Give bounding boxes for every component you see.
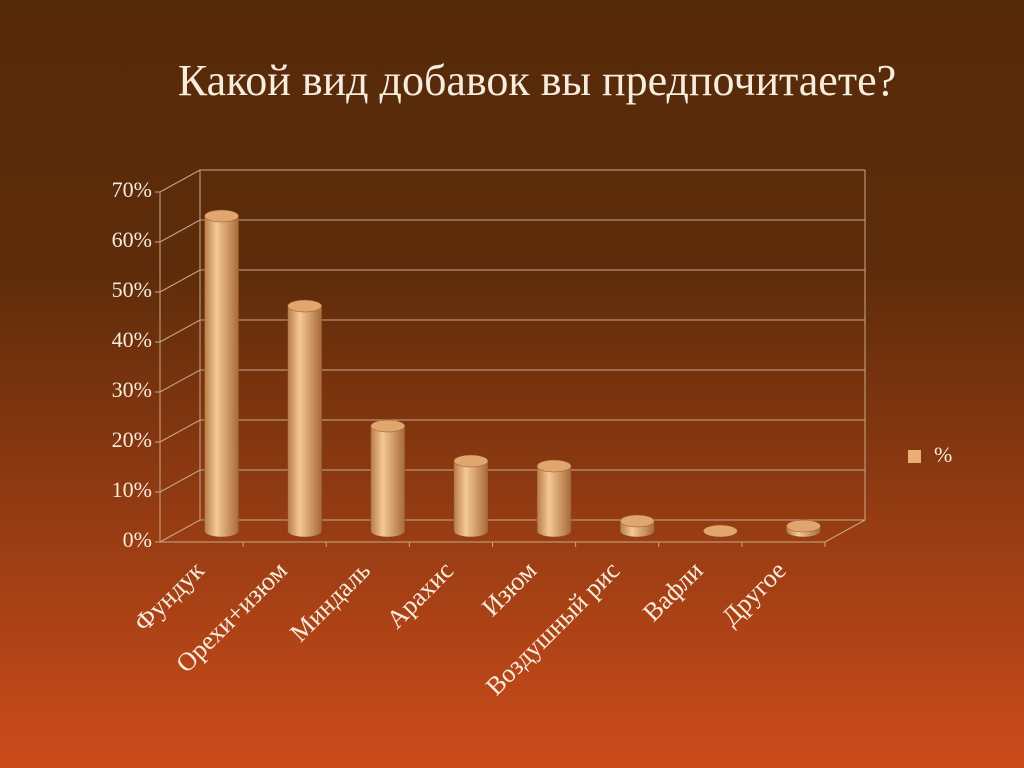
chart-title: Какой вид добавок вы предпочитаете? [178, 56, 896, 105]
bar-top [703, 524, 738, 538]
y-tick-label: 30% [112, 377, 152, 402]
bar [204, 215, 239, 538]
y-tick-label: 50% [112, 277, 152, 302]
bar-top [453, 454, 489, 468]
grid-line [159, 369, 865, 393]
y-tick-label: 40% [112, 327, 152, 352]
grid-line [159, 169, 865, 193]
bar [453, 460, 489, 538]
y-tick-label: 10% [112, 477, 152, 502]
legend-label: % [934, 442, 952, 467]
grid-line [159, 219, 865, 243]
bar-top [536, 459, 572, 473]
grid-line [159, 319, 865, 343]
grid-line [159, 469, 865, 493]
bar-top [370, 419, 406, 433]
grid-line [159, 269, 865, 293]
legend-swatch [908, 450, 921, 463]
grid-line [159, 419, 865, 443]
bar-top [204, 209, 239, 223]
y-tick-label: 20% [112, 427, 152, 452]
y-tick-label: 0% [123, 527, 152, 552]
bar [287, 305, 322, 538]
y-tick-label: 60% [112, 227, 152, 252]
bar [370, 425, 406, 538]
bar-top [287, 299, 322, 313]
bar-top [786, 519, 821, 533]
y-tick-label: 70% [112, 177, 152, 202]
bar-top [619, 514, 655, 528]
bar [536, 465, 572, 538]
